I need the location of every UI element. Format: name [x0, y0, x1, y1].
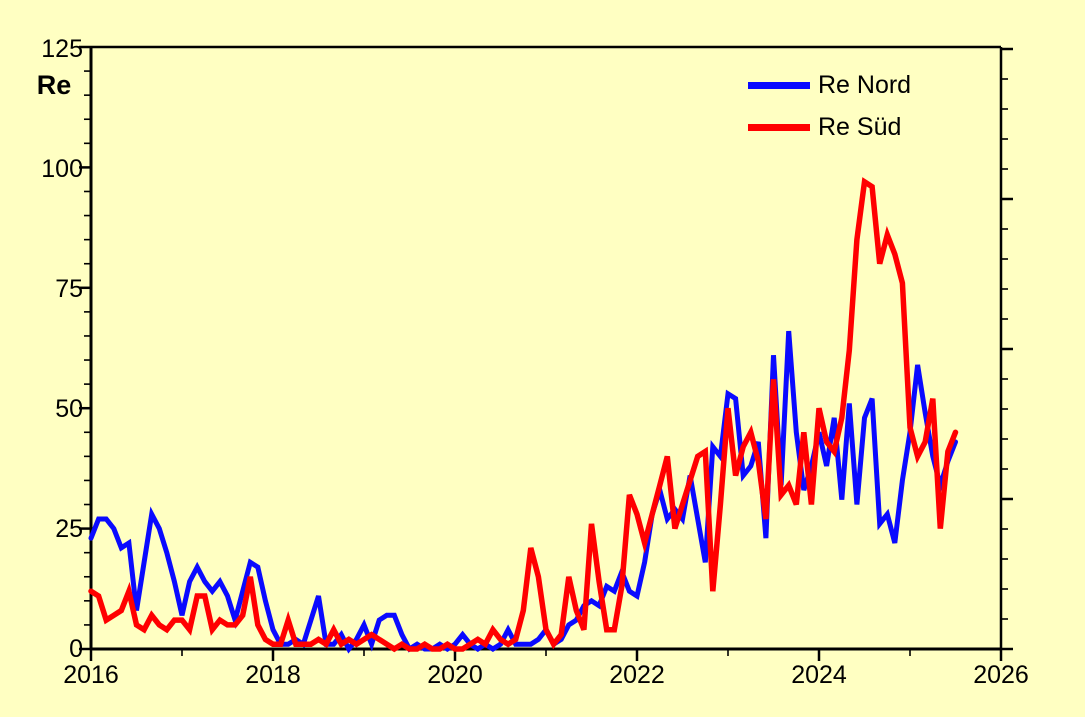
- series-line-re-nord: [88, 330, 958, 654]
- x-tick-label-2020: 2020: [427, 661, 483, 689]
- y-tick-label-100: 100: [41, 155, 83, 183]
- x-tick-label-2026: 2026: [973, 661, 1029, 689]
- legend-label-re-sued: Re Süd: [818, 113, 902, 141]
- legend-swatch-re-sued: [748, 124, 810, 131]
- x-tick-label-2022: 2022: [609, 661, 665, 689]
- y-tick-label-50: 50: [55, 395, 83, 423]
- y-axis-title: Re: [36, 70, 72, 100]
- series-line-re-sued: [88, 177, 959, 653]
- y-tick-label-125: 125: [41, 35, 83, 63]
- x-tick-label-2018: 2018: [245, 661, 301, 689]
- y-tick-label-0: 0: [69, 635, 83, 663]
- legend-label-re-nord: Re Nord: [818, 71, 912, 99]
- legend-swatch-re-nord: [748, 82, 810, 89]
- y-tick-label-25: 25: [55, 515, 83, 543]
- x-tick-label-2016: 2016: [63, 661, 119, 689]
- x-tick-label-2024: 2024: [791, 661, 847, 689]
- y-tick-label-75: 75: [55, 275, 83, 303]
